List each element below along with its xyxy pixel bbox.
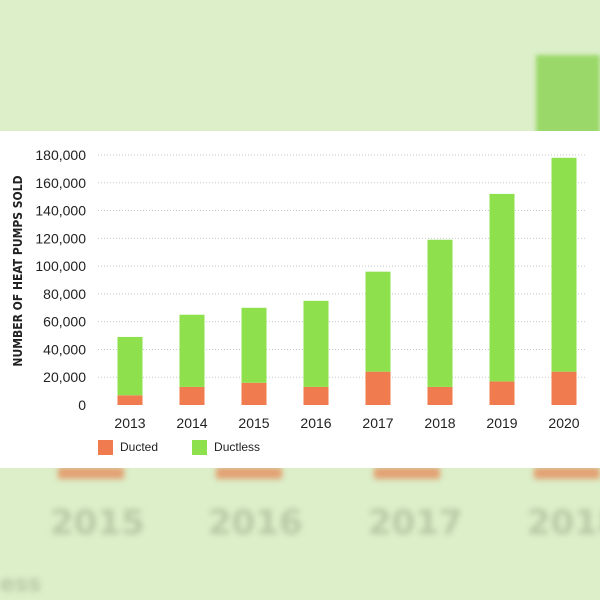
y-tick-labels: 0 20,000 40,000 60,000 80,000 100,000 120,000 1… [35, 147, 86, 413]
background-blurred-strip [216, 467, 282, 479]
background-year: 2016 [208, 503, 303, 543]
bar-ducted-2013 [117, 395, 143, 405]
background-blurred-strip [534, 467, 600, 479]
x-tick-label: 2019 [486, 415, 517, 431]
bar-ducted-2018 [427, 386, 453, 405]
y-tick-label: 80,000 [43, 286, 86, 302]
bar-ducted-2020 [551, 371, 577, 405]
y-tick-label: 40,000 [43, 341, 86, 357]
legend-swatch-ductless [192, 439, 208, 455]
legend-label-ducted: Ducted [120, 440, 159, 454]
chart-card: 0 20,000 40,000 60,000 80,000 100,000 120,000 1… [0, 131, 600, 468]
y-tick-label: 0 [78, 397, 86, 413]
x-tick-label: 2013 [114, 415, 145, 431]
legend-item-ducted: Ducted [98, 439, 159, 455]
bar-ductless-2019 [489, 193, 515, 382]
background-blurred-block [536, 55, 600, 135]
x-tick-label: 2014 [176, 415, 207, 431]
legend-item-ductless: Ductless [192, 439, 261, 455]
bar-ductless-2016 [303, 300, 329, 387]
x-tick-label: 2015 [238, 415, 269, 431]
bar-ducted-2019 [489, 381, 515, 405]
background-fragment: ess [0, 572, 42, 597]
bar-ductless-2018 [427, 239, 453, 387]
legend-swatch-ducted [98, 439, 113, 455]
bar-ductless-2015 [241, 307, 267, 383]
y-tick-label: 20,000 [43, 369, 86, 385]
bar-ducted-2017 [365, 371, 391, 405]
y-tick-label: 100,000 [35, 258, 86, 274]
background-year: 2018 [527, 503, 600, 543]
bars [117, 157, 577, 405]
y-tick-label: 140,000 [35, 203, 86, 219]
bar-ducted-2015 [241, 382, 267, 405]
bar-ducted-2014 [179, 386, 205, 405]
y-axis-title: NUMBER OF HEAT PUMPS SOLD [11, 175, 25, 366]
bar-ductless-2017 [365, 271, 391, 372]
bar-ductless-2020 [551, 157, 577, 372]
x-tick-label: 2020 [548, 415, 579, 431]
background-blurred-strip [58, 467, 124, 479]
x-tick-label: 2017 [362, 415, 393, 431]
y-tick-label: 180,000 [35, 147, 86, 163]
legend: Ducted Ductless [98, 438, 294, 456]
background-year: 2017 [368, 503, 463, 543]
x-tick-label: 2016 [300, 415, 331, 431]
background-blurred-years: 2015 2016 2017 2018 [0, 495, 600, 555]
stacked-bar-chart: 0 20,000 40,000 60,000 80,000 100,000 120,000 1… [11, 147, 585, 431]
y-tick-label: 160,000 [35, 175, 86, 191]
bar-ductless-2014 [179, 314, 205, 387]
x-tick-labels: 2013 2014 2015 2016 2017 2018 2019 2020 [114, 415, 579, 431]
bar-ducted-2016 [303, 386, 329, 405]
background-blurred-strip [374, 467, 440, 479]
y-tick-label: 120,000 [35, 230, 86, 246]
background-year: 2015 [50, 503, 145, 543]
legend-label-ductless: Ductless [214, 440, 261, 454]
gridlines [98, 154, 585, 378]
y-tick-label: 60,000 [43, 314, 86, 330]
bar-ductless-2013 [117, 336, 143, 396]
x-tick-label: 2018 [424, 415, 455, 431]
